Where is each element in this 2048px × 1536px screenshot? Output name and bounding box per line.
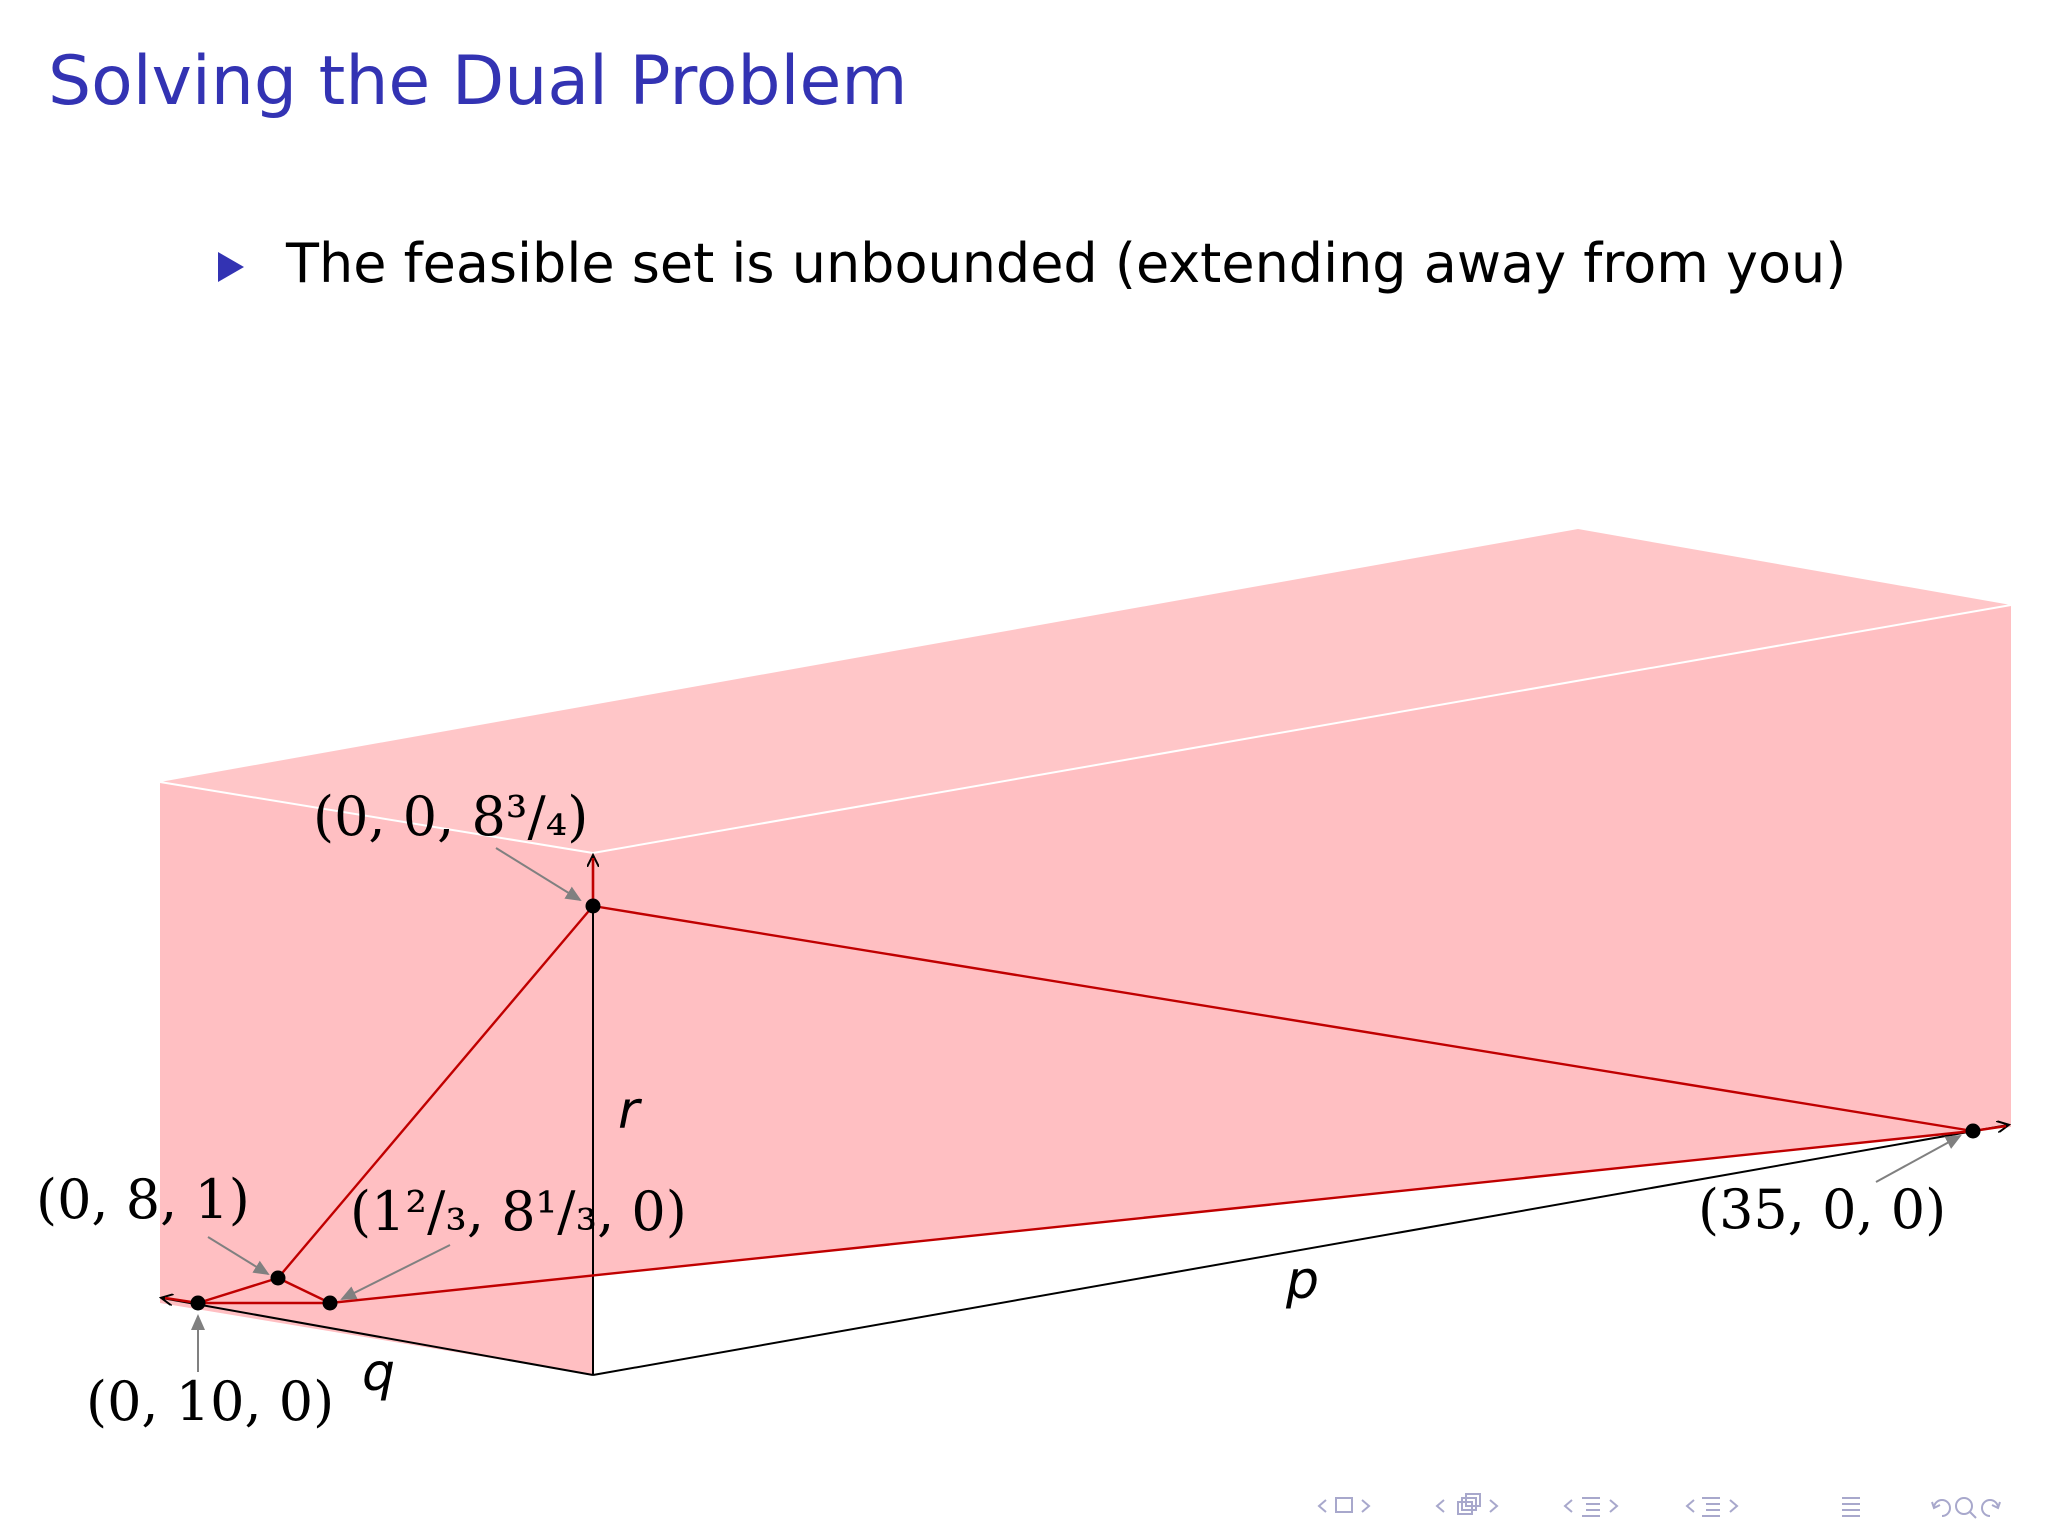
r-axis-label: r xyxy=(618,1081,643,1141)
feasible-boundary xyxy=(197,904,1974,1305)
vertex-label-35-0-0: (35, 0, 0) xyxy=(1698,1178,1946,1241)
nav-list-icon[interactable] xyxy=(1842,1497,1860,1517)
callout-arrow-0-8-1 xyxy=(207,1236,270,1276)
beamer-navigation xyxy=(1317,1493,2001,1519)
vertex-label-0-10-0: (0, 10, 0) xyxy=(86,1370,334,1433)
nav-prev-subsection-icon[interactable] xyxy=(1563,1499,1573,1513)
callout-arrow-0-0-8-3-4 xyxy=(495,847,582,902)
feasible-region-main-face xyxy=(160,605,2011,1303)
vertex-label-0-0-8-3-4: (0, 0, 8³/₄) xyxy=(313,785,588,848)
vertex-0-8-1 xyxy=(270,1270,286,1286)
nav-prev-section-icon[interactable] xyxy=(1435,1499,1445,1513)
vertex-0-0-8-3-4 xyxy=(585,898,601,914)
bullet-text: The feasible set is unbounded (extending… xyxy=(286,232,1847,295)
nav-subsection-icon[interactable] xyxy=(1582,1497,1600,1517)
facet-edge xyxy=(277,1276,331,1305)
nav-next-section-icon[interactable] xyxy=(1489,1499,1499,1513)
vertex-label-0-8-1: (0, 8, 1) xyxy=(36,1168,250,1231)
bullet-triangle-icon xyxy=(218,252,244,282)
nav-frame-icon[interactable] xyxy=(1335,1497,1353,1513)
feasible-region-top-face xyxy=(160,529,2011,853)
vertex-label-1-2-3: (1²/₃, 8¹/₃, 0) xyxy=(350,1180,687,1243)
p-axis-line xyxy=(592,1125,2008,1376)
q-axis-label: q xyxy=(362,1343,395,1403)
q-axis-line xyxy=(162,1298,594,1376)
p-axis-label: p xyxy=(1285,1251,1319,1311)
nav-section-icon[interactable] xyxy=(1457,1493,1481,1515)
nav-next-subsection-icon[interactable] xyxy=(1609,1499,1619,1513)
top-edge-left xyxy=(159,781,594,854)
nav-next-icon[interactable] xyxy=(1361,1499,1371,1513)
nav-zoom-icon[interactable] xyxy=(1931,1497,2001,1519)
vertex-35-0-0 xyxy=(1965,1123,1981,1139)
nav-back-icon[interactable] xyxy=(1685,1499,1695,1513)
nav-prev-icon[interactable] xyxy=(1317,1499,1327,1513)
callout-arrow-1-2-3 xyxy=(340,1244,451,1300)
top-edge-back xyxy=(592,604,2012,854)
callout-arrow-35-0-0 xyxy=(1875,1135,1962,1183)
vertex-0-10-0 xyxy=(190,1295,206,1311)
vertex-1-2-3 xyxy=(322,1295,338,1311)
slide-title: Solving the Dual Problem xyxy=(48,42,908,121)
nav-toc-icon[interactable] xyxy=(1702,1497,1720,1517)
